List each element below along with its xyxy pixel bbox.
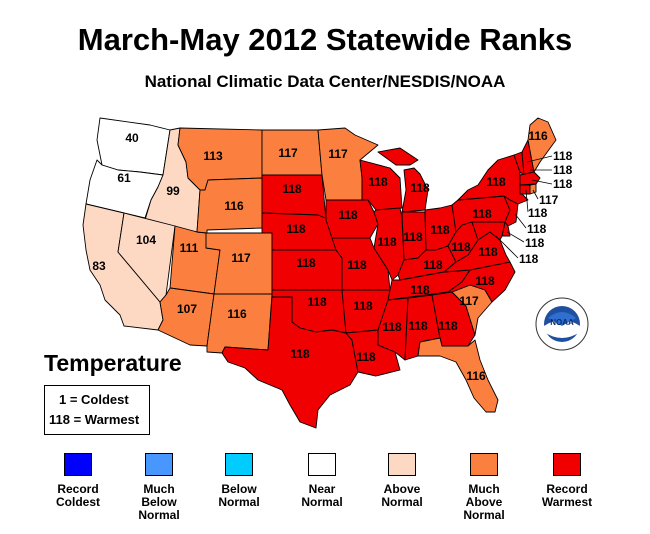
legend-label: Much Above Normal [463,482,505,522]
state-nc [447,261,516,303]
rank-label-nj: 118 [527,222,547,236]
leader-lines [495,155,553,259]
rank-label-vt: 118 [553,149,573,163]
state-ma [519,171,541,186]
legend-label: Above Normal [381,482,423,509]
rank-label-ri: 117 [539,193,559,207]
rank-label-wy: 116 [224,199,244,213]
legend-swatch [553,453,581,476]
rank-label-ok: 118 [307,295,327,309]
rank-label-tx: 118 [290,347,310,361]
rank-label-mt: 113 [203,149,223,163]
rank-label-nm: 116 [227,307,247,321]
rank-label-oh: 118 [430,223,450,237]
key-warmest: 118 = Warmest [49,412,140,427]
legend-swatch [145,453,173,476]
rank-label-me: 116 [528,129,548,143]
svg-text:NOAA: NOAA [550,318,574,327]
legend-item-much-above: Much Above Normal [439,453,529,522]
rank-label-nh: 118 [553,163,573,177]
rank-label-ny: 118 [486,175,506,189]
legend-item-below: Below Normal [194,453,284,509]
state-mi [377,147,429,213]
rank-label-md: 118 [519,252,539,266]
rank-label-wv: 118 [451,240,471,254]
rank-label-ar: 118 [353,299,373,313]
legend-label: Record Coldest [55,482,100,509]
state-ct [519,184,531,195]
state-me [527,117,557,173]
rank-label-wi: 118 [368,175,388,189]
rank-label-wa: 40 [125,131,139,145]
rank-label-ma: 118 [553,177,573,191]
noaa-logo: NOAA [535,297,589,351]
rank-label-az: 107 [177,302,197,316]
legend-item-above: Above Normal [357,453,447,509]
rank-label-mo: 118 [347,258,367,272]
rank-label-sc: 117 [459,294,479,308]
rank-label-il: 118 [377,235,397,249]
rank-label-de: 118 [525,236,545,250]
key-coldest: 1 = Coldest [59,392,129,407]
legend-label: Below Normal [218,482,260,509]
state-ri [529,183,537,195]
legend-item-record-coldest: Record Coldest [33,453,123,509]
rank-label-ct: 118 [528,206,548,220]
rank-label-ne: 118 [286,222,306,236]
rank-label-nv: 104 [136,233,156,247]
rank-label-ms: 118 [382,320,402,334]
legend-swatch [470,453,498,476]
rank-label-ut: 111 [180,241,199,255]
rank-label-mi: 118 [410,181,430,195]
map-subtitle: National Climatic Data Center/NESDIS/NOA… [144,72,506,91]
state-ia [325,199,379,239]
legend-label: Record Warmest [541,482,593,509]
rank-label-mn: 117 [328,147,348,161]
rank-label-ca: 83 [92,259,106,273]
legend-swatch [388,453,416,476]
rank-label-va: 118 [478,245,498,259]
legend-swatch [225,453,253,476]
legend-item-near: Near Normal [277,453,367,509]
state-tx [221,296,359,429]
legend-item-much-below: Much Below Normal [114,453,204,522]
temperature-heading: Temperature [44,350,182,376]
state-fl [417,337,499,413]
rank-label-pa: 118 [472,207,492,221]
rank-label-tn: 118 [410,283,430,297]
map-title: March-May 2012 Statewide Ranks [77,22,573,57]
legend-swatch [64,453,92,476]
rank-label-ga: 118 [438,319,458,333]
rank-label-in: 118 [403,230,423,244]
rank-key-box: 1 = Coldest 118 = Warmest [44,385,150,435]
rank-label-id: 99 [166,184,180,198]
rank-label-nd: 117 [278,146,298,160]
rank-label-sd: 118 [282,182,302,196]
legend-label: Much Below Normal [138,482,180,522]
state-az [157,287,215,347]
rank-label-ky: 118 [423,258,443,272]
rank-label-la: 118 [356,350,376,364]
legend-label: Near Normal [301,482,343,509]
legend-item-record-warmest: Record Warmest [522,453,612,509]
rank-label-nc: 118 [475,274,495,288]
rank-label-fl: 116 [466,369,486,383]
state-nm [206,293,273,354]
rank-label-ks: 118 [296,256,316,270]
rank-label-al: 118 [408,319,428,333]
state-nj [503,195,519,227]
rank-label-ia: 118 [338,208,358,222]
rank-label-or: 61 [117,171,131,185]
rank-label-co: 117 [231,251,251,265]
legend-swatch [308,453,336,476]
